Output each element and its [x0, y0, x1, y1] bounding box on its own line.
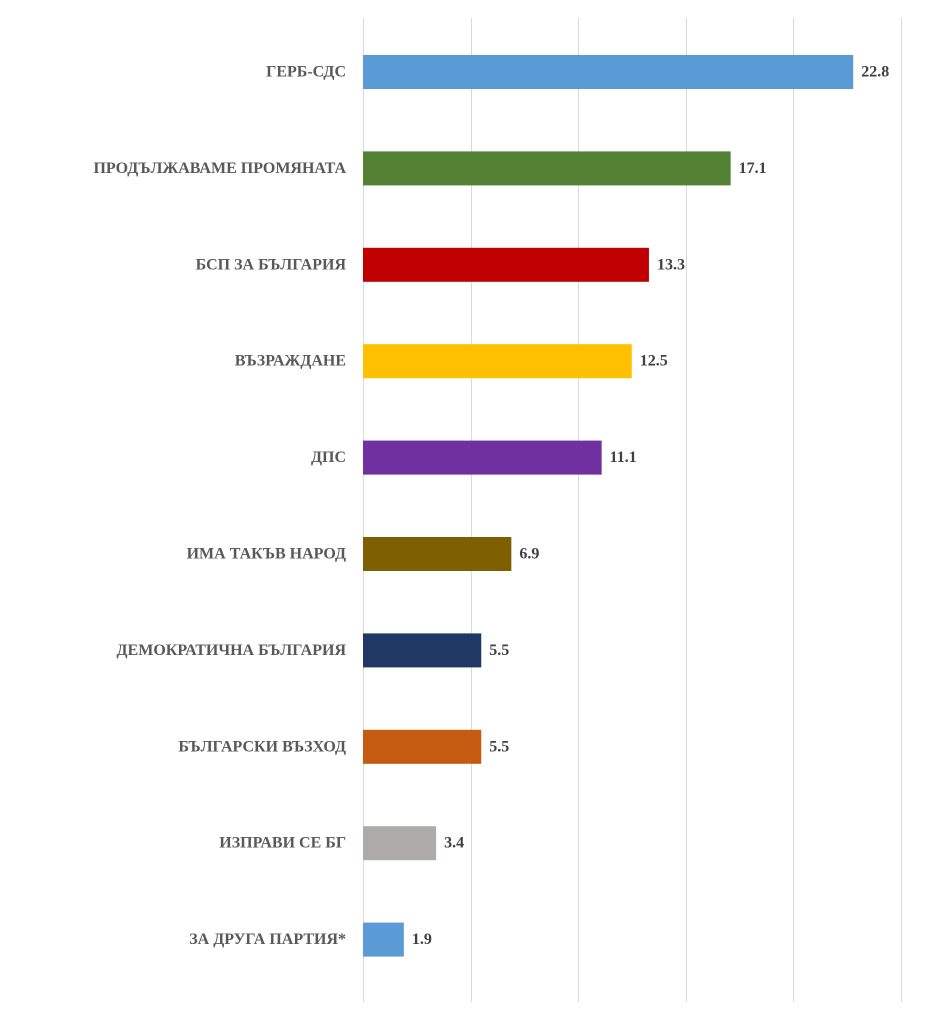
value-label: 1.9	[412, 931, 432, 948]
category-label: ВЪЗРАЖДАНЕ	[235, 353, 346, 370]
value-label: 6.9	[519, 546, 539, 563]
bar	[363, 826, 437, 861]
bar	[363, 922, 404, 957]
category-label: ЗА ДРУГА ПАРТИЯ*	[189, 931, 346, 948]
category-label: БЪЛГАРСКИ ВЪЗХОД	[178, 738, 346, 755]
bar	[363, 729, 482, 764]
category-label: ПРОДЪЛЖАВАМЕ ПРОМЯНАТА	[93, 160, 346, 177]
bar	[363, 344, 632, 379]
bar	[363, 151, 731, 186]
value-label: 12.5	[640, 353, 668, 370]
category-label: ИМА ТАКЪВ НАРОД	[187, 546, 346, 563]
category-label: БСП ЗА БЪЛГАРИЯ	[196, 256, 347, 273]
category-labels: ГЕРБ-СДС ПРОДЪЛЖАВАМЕ ПРОМЯНАТА БСП ЗА БЪЛ…	[93, 64, 346, 949]
value-label: 22.8	[861, 64, 889, 81]
bar	[363, 633, 482, 668]
category-label: ГЕРБ-СДС	[266, 64, 346, 81]
value-label: 13.3	[657, 256, 685, 273]
category-label: ИЗПРАВИ СЕ БГ	[219, 835, 346, 852]
value-label: 5.5	[489, 738, 509, 755]
category-label: ДЕМОКРАТИЧНА БЪЛГАРИЯ	[117, 642, 347, 659]
value-label: 11.1	[610, 449, 637, 466]
bar	[363, 247, 649, 282]
value-label: 5.5	[489, 642, 509, 659]
category-label: ДПС	[311, 449, 346, 466]
value-label: 3.4	[444, 835, 464, 852]
bar	[363, 55, 854, 89]
value-label: 17.1	[739, 160, 767, 177]
value-labels: 22.8 17.1 13.3 12.5 11.1 6.9 5.5 5.5 3.4 1.9	[412, 64, 889, 949]
bars	[363, 55, 854, 957]
bar	[363, 440, 602, 475]
bar	[363, 537, 512, 571]
